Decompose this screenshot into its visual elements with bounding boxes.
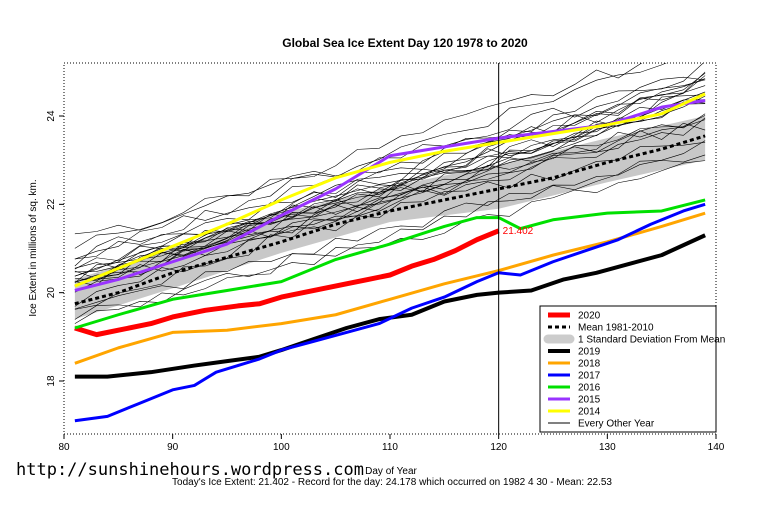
plot-area xyxy=(74,63,706,423)
legend-label: 2017 xyxy=(578,371,601,382)
legend-label: Every Other Year xyxy=(578,419,655,430)
y-axis-label: Ice Extent in millions of sq. km. xyxy=(28,179,39,316)
thin-year-line xyxy=(74,85,706,307)
y-tick-label: 22 xyxy=(46,198,57,210)
x-tick-label: 110 xyxy=(382,442,398,453)
legend-label: 2014 xyxy=(578,407,601,418)
series-line-2014 xyxy=(74,92,706,288)
legend-label: 2019 xyxy=(578,347,601,358)
series-line-2020 xyxy=(74,228,500,338)
thin-year-line xyxy=(74,154,706,320)
thin-year-line xyxy=(74,117,706,282)
series-line-2017 xyxy=(74,202,706,423)
x-tick-label: 140 xyxy=(708,442,725,453)
footer-summary: Today's Ice Extent: 21.402 - Record for … xyxy=(172,477,612,488)
thin-year-line xyxy=(74,113,706,283)
plot-border xyxy=(63,62,717,435)
legend-label: 2015 xyxy=(578,395,601,406)
y-tick-label: 18 xyxy=(46,375,57,387)
x-tick-label: 120 xyxy=(490,442,507,453)
current-value-label: 21.402 xyxy=(503,226,534,237)
std-band xyxy=(74,116,706,320)
series-line-2016 xyxy=(74,198,706,330)
y-tick-label: 20 xyxy=(46,287,57,299)
chart-title: Global Sea Ice Extent Day 120 1978 to 20… xyxy=(282,36,528,50)
legend-label: 2016 xyxy=(578,383,601,394)
thin-year-line xyxy=(74,103,706,277)
thin-year-line xyxy=(74,63,704,279)
axes: 21.402 80 90 100 110 120 130 140 18 20 22 24 xyxy=(46,62,725,453)
x-tick-label: 90 xyxy=(167,442,179,453)
y-tick-label: 24 xyxy=(46,110,57,122)
thin-year-line xyxy=(74,76,706,235)
thin-year-line xyxy=(74,119,706,277)
thin-year-line xyxy=(74,94,706,286)
thin-year-line xyxy=(74,122,706,270)
legend-label: 2020 xyxy=(578,311,601,322)
thin-year-line xyxy=(74,63,667,267)
legend-label: 1 Standard Deviation From Mean xyxy=(578,335,725,346)
thin-year-line xyxy=(74,72,706,273)
thin-year-line xyxy=(74,115,706,269)
x-tick-label: 80 xyxy=(58,442,70,453)
x-tick-label: 130 xyxy=(599,442,616,453)
thin-year-line xyxy=(74,141,706,286)
x-tick-label: 100 xyxy=(273,442,290,453)
plot-lines xyxy=(74,63,706,423)
thin-year-line xyxy=(74,78,706,283)
legend-label: 2018 xyxy=(578,359,601,370)
thin-year-line xyxy=(74,63,643,249)
legend-label: Mean 1981-2010 xyxy=(578,323,654,334)
x-axis-label: Day of Year xyxy=(365,466,417,477)
source-url: http://sunshinehours.wordpress.com xyxy=(16,460,364,480)
thin-year-line xyxy=(74,140,706,310)
